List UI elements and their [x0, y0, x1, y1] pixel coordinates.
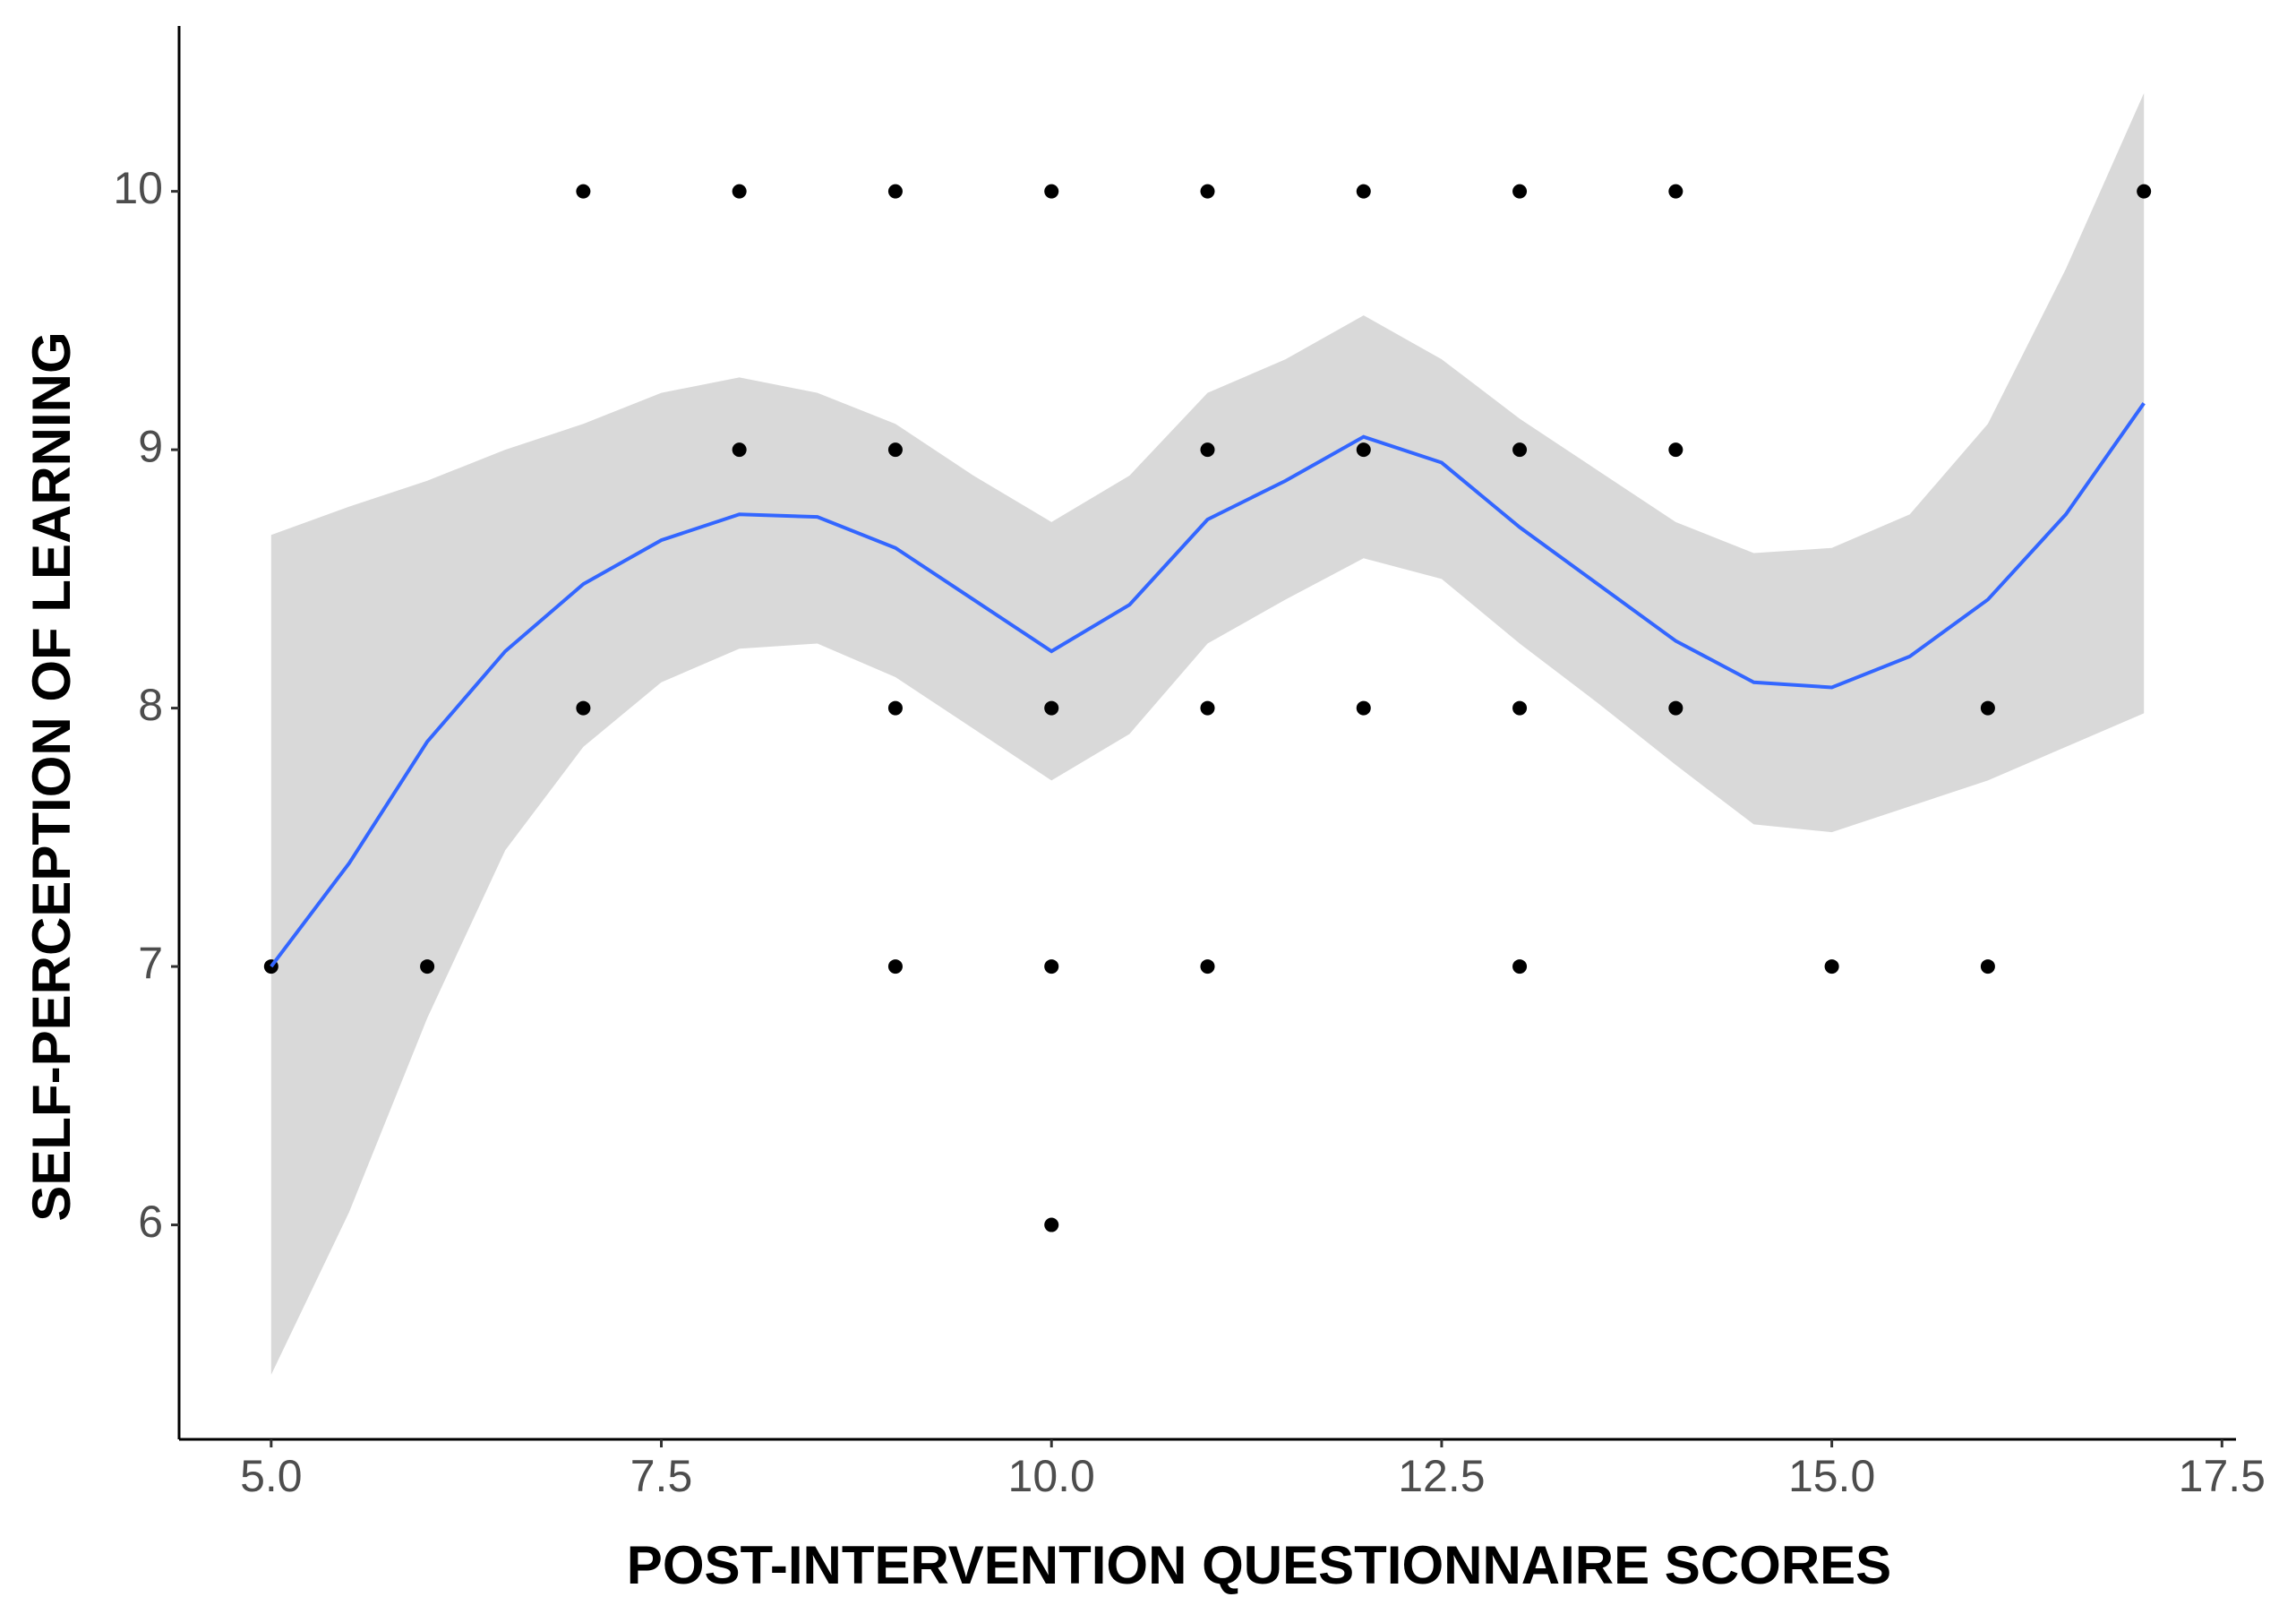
- y-axis-title: SELF-PERCEPTION OF LEARNING: [21, 331, 81, 1221]
- point: [1512, 184, 1528, 199]
- x-tick-label: 17.5: [2179, 1451, 2266, 1501]
- x-tick-label: 7.5: [630, 1451, 693, 1501]
- y-tick-label: 8: [138, 680, 163, 730]
- point: [1044, 184, 1059, 199]
- y-tick-label: 10: [113, 163, 163, 213]
- point: [1668, 184, 1683, 199]
- point: [1356, 442, 1371, 458]
- point: [887, 184, 903, 199]
- point: [1200, 700, 1215, 716]
- point: [732, 442, 747, 458]
- point: [1356, 700, 1371, 716]
- point: [2137, 184, 2152, 199]
- x-axis-title: POST-INTERVENTION QUESTIONNAIRE SCORES: [627, 1535, 1891, 1595]
- point: [732, 184, 747, 199]
- y-tick-label: 6: [138, 1197, 163, 1247]
- point: [887, 959, 903, 974]
- y-tick-label: 9: [138, 421, 163, 471]
- x-tick-label: 5.0: [240, 1451, 303, 1501]
- point: [1980, 959, 1995, 974]
- point: [1824, 959, 1839, 974]
- point: [887, 700, 903, 716]
- point: [420, 959, 435, 974]
- point: [1668, 442, 1683, 458]
- y-tick-label: 7: [138, 938, 163, 988]
- point: [576, 184, 591, 199]
- x-tick-label: 15.0: [1788, 1451, 1875, 1501]
- point: [1668, 700, 1683, 716]
- point: [1200, 184, 1215, 199]
- point: [1512, 959, 1528, 974]
- x-tick-label: 12.5: [1398, 1451, 1485, 1501]
- x-tick-label: 10.0: [1008, 1451, 1095, 1501]
- confidence-band: [270, 93, 2145, 1375]
- point: [1200, 959, 1215, 974]
- point: [1356, 184, 1371, 199]
- point: [1044, 959, 1059, 974]
- point: [576, 700, 591, 716]
- point: [1200, 442, 1215, 458]
- point: [887, 442, 903, 458]
- point: [1512, 442, 1528, 458]
- smooth-line: [270, 402, 2146, 968]
- point: [1980, 700, 1995, 716]
- point: [1044, 1217, 1059, 1232]
- point: [1512, 700, 1528, 716]
- point: [1044, 700, 1059, 716]
